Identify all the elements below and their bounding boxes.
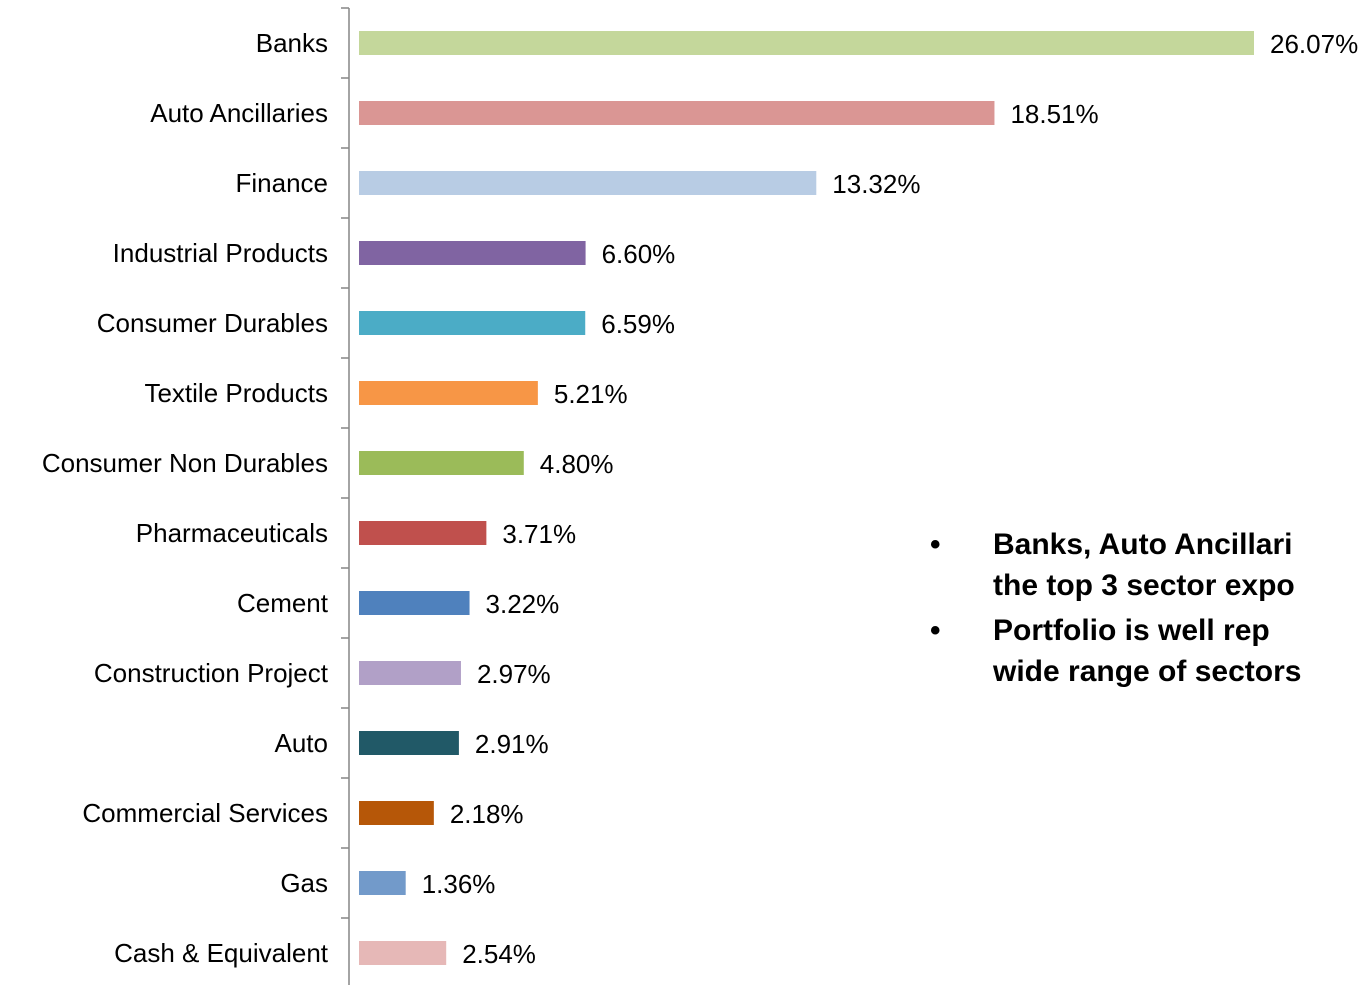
- category-label: Cash & Equivalent: [114, 938, 329, 968]
- bar: [359, 871, 406, 895]
- category-label: Finance: [236, 168, 329, 198]
- data-label: 4.80%: [540, 449, 614, 479]
- category-label: Auto Ancillaries: [150, 98, 328, 128]
- bar: [359, 241, 586, 265]
- bar: [359, 591, 470, 615]
- bars: [359, 31, 1254, 965]
- bar: [359, 451, 524, 475]
- bullet-line: Banks, Auto Ancillari: [993, 528, 1293, 561]
- bullet-marker: •: [930, 528, 941, 561]
- commentary-bullets: • Banks, Auto Ancillari the top 3 sector…: [930, 524, 1368, 724]
- category-label: Textile Products: [144, 378, 328, 408]
- data-label: 3.71%: [502, 519, 576, 549]
- data-label: 6.59%: [601, 309, 675, 339]
- bar: [359, 941, 447, 965]
- category-labels: Banks Auto Ancillaries Finance Industrial P…: [42, 28, 329, 968]
- bar: [359, 31, 1254, 55]
- bar: [359, 521, 487, 545]
- category-label: Pharmaceuticals: [136, 518, 328, 548]
- data-label: 2.54%: [462, 939, 536, 969]
- bullet-point: • Banks, Auto Ancillari the top 3 sector…: [930, 524, 1368, 606]
- bar: [359, 311, 586, 335]
- data-label: 5.21%: [554, 379, 628, 409]
- category-label: Banks: [256, 28, 328, 58]
- data-label: 13.32%: [832, 169, 920, 199]
- category-label: Auto: [275, 728, 329, 758]
- bar: [359, 661, 461, 685]
- bar: [359, 171, 817, 195]
- category-label: Cement: [237, 588, 329, 618]
- axis-ticks: [341, 7, 349, 919]
- bullet-line: Portfolio is well rep: [993, 614, 1270, 647]
- category-label: Consumer Durables: [97, 308, 328, 338]
- data-label: 2.97%: [477, 659, 551, 689]
- bullet-marker: •: [930, 614, 941, 647]
- data-label: 26.07%: [1270, 29, 1358, 59]
- data-label: 3.22%: [486, 589, 560, 619]
- bar: [359, 101, 995, 125]
- category-label: Consumer Non Durables: [42, 448, 328, 478]
- category-label: Industrial Products: [113, 238, 328, 268]
- data-label: 18.51%: [1010, 99, 1098, 129]
- data-labels: 26.07% 18.51% 13.32% 6.60% 6.59% 5.21% 4.80% 3.…: [422, 29, 1358, 969]
- bar: [359, 801, 434, 825]
- category-label: Commercial Services: [82, 798, 328, 828]
- bar: [359, 381, 538, 405]
- bullet-point: • Portfolio is well rep wide range of se…: [930, 610, 1368, 692]
- data-label: 1.36%: [422, 869, 496, 899]
- bullet-line: wide range of sectors: [993, 655, 1302, 688]
- data-label: 2.91%: [475, 729, 549, 759]
- data-label: 6.60%: [602, 239, 676, 269]
- category-label: Gas: [280, 868, 328, 898]
- category-label: Construction Project: [94, 658, 329, 688]
- data-label: 2.18%: [450, 799, 524, 829]
- bar: [359, 731, 459, 755]
- bullet-line: the top 3 sector expo: [993, 569, 1295, 602]
